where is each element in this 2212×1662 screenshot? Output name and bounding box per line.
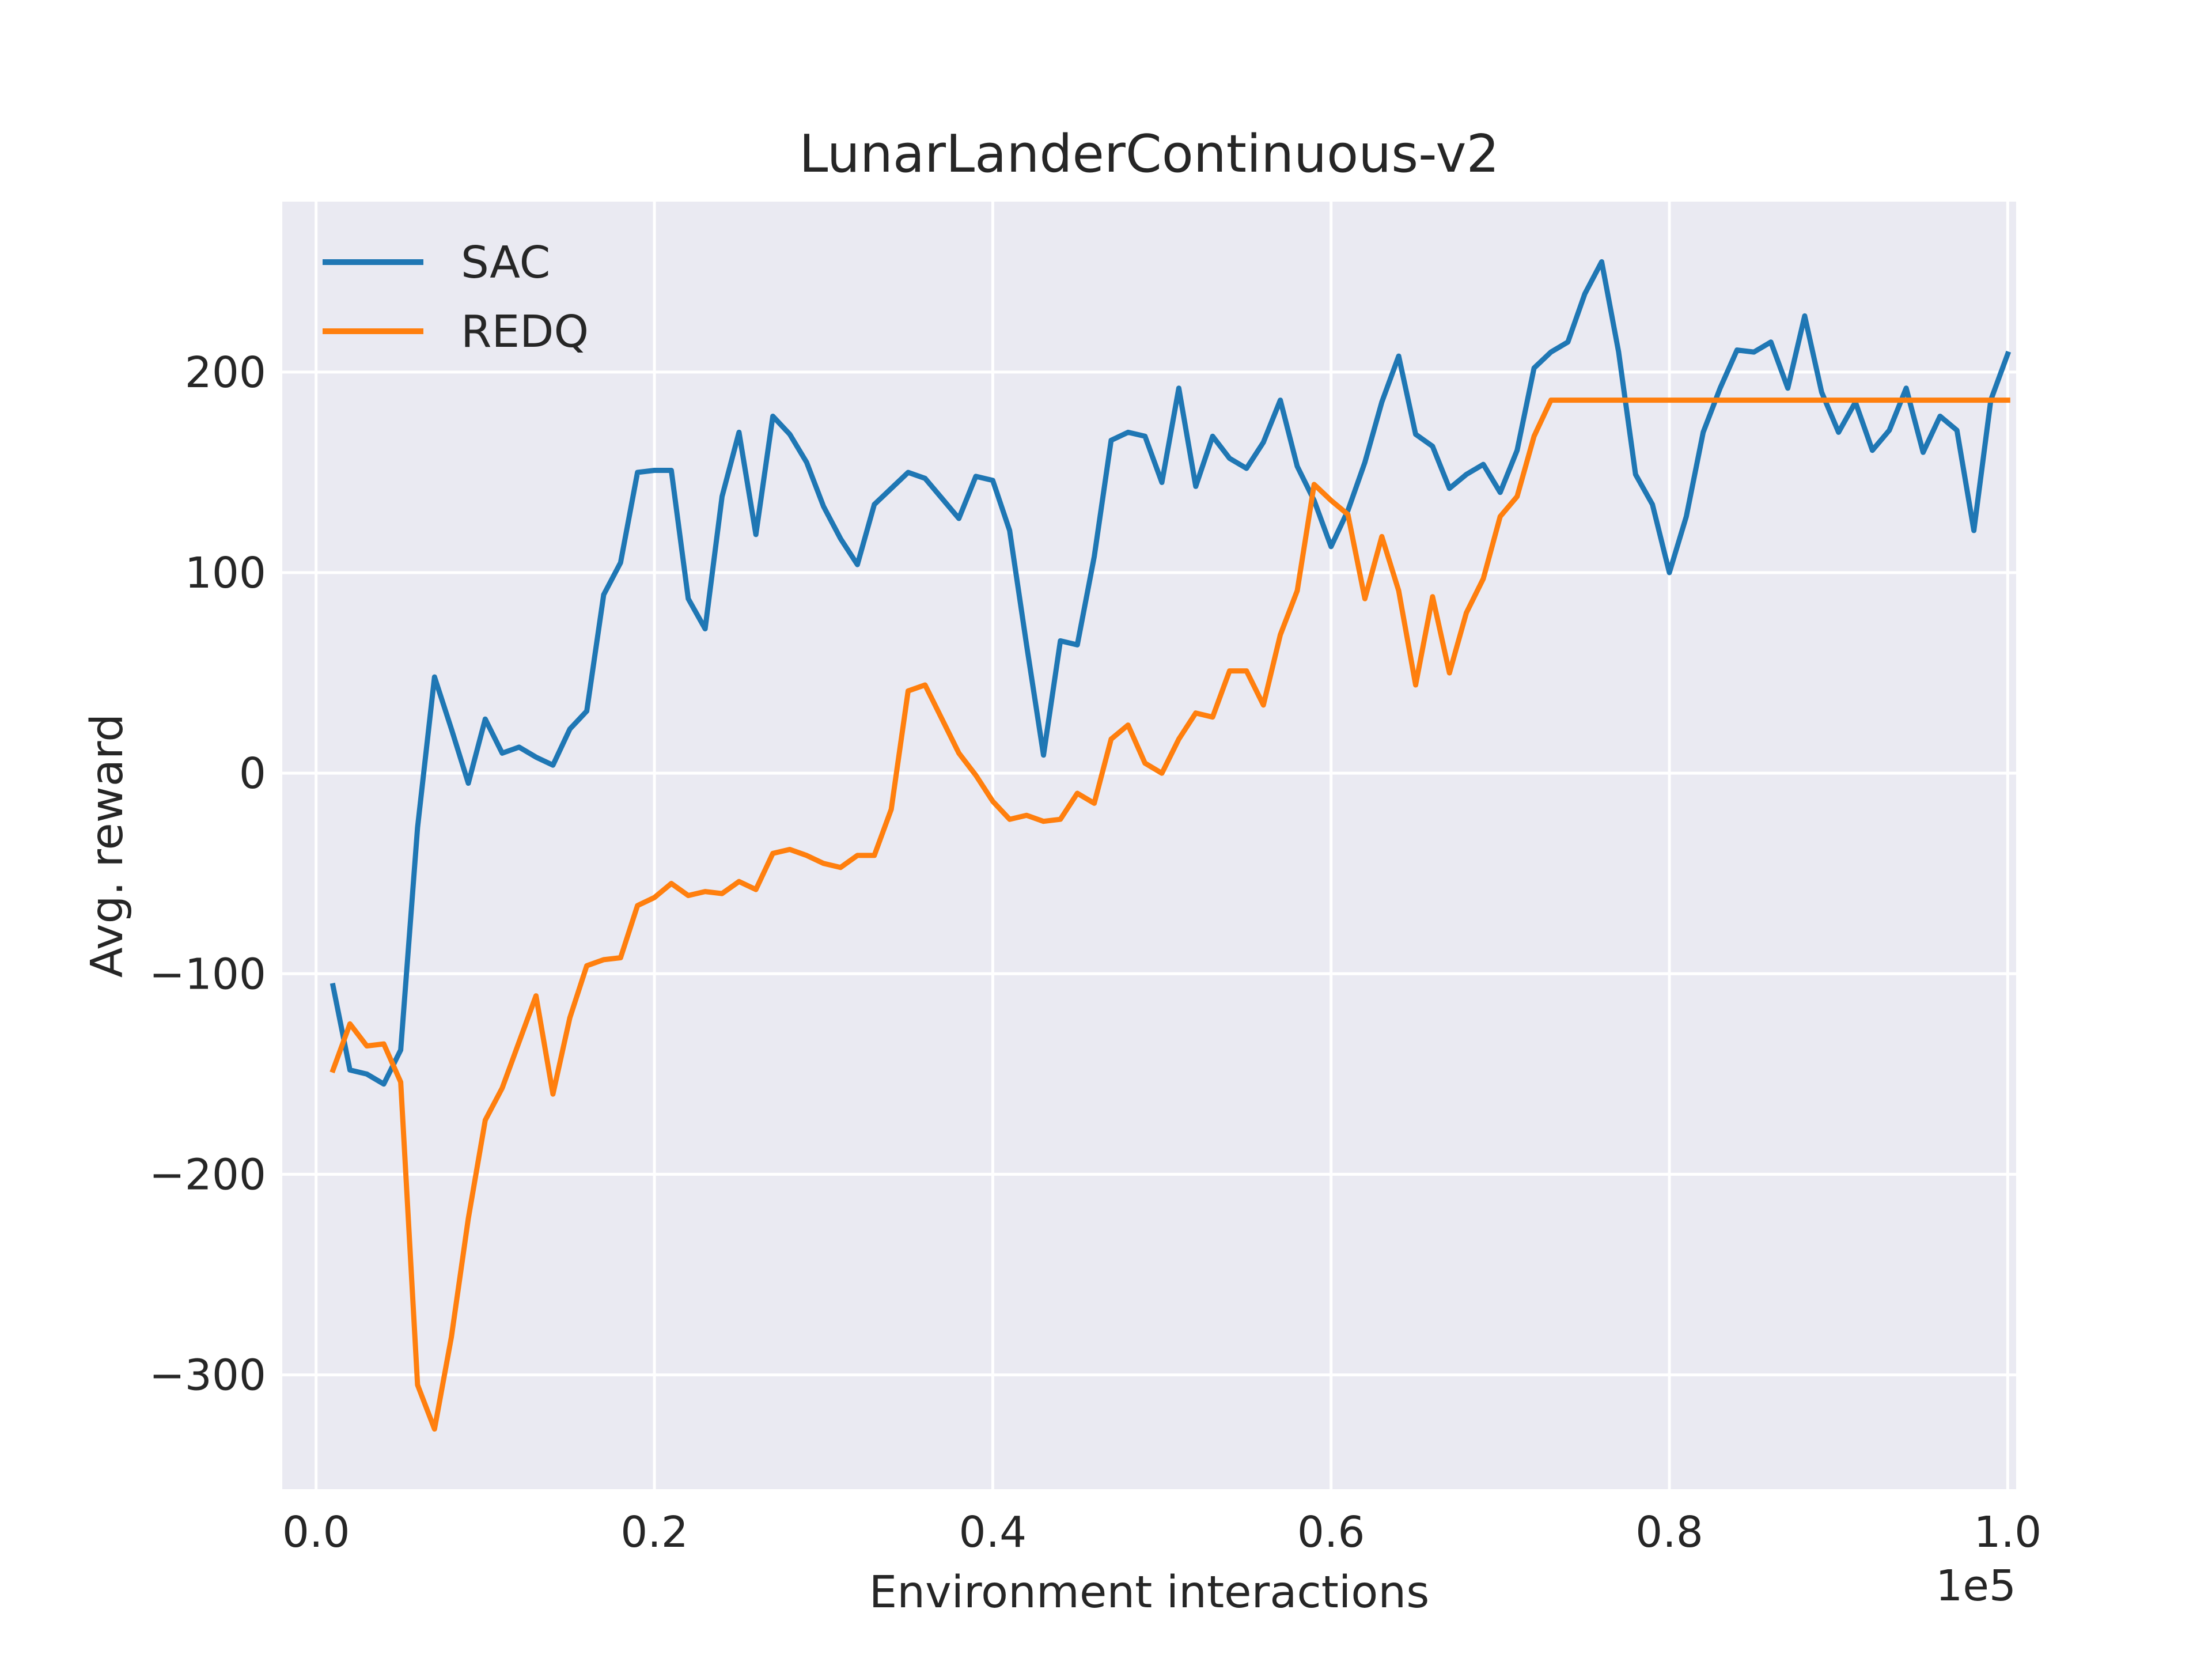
y-tick-label: 0 — [239, 749, 266, 798]
x-tick-label: 0.2 — [620, 1508, 688, 1557]
legend-label-sac: SAC — [461, 237, 550, 289]
x-axis-offset-label: 1e5 — [1936, 1561, 2016, 1611]
y-tick-label: −300 — [149, 1351, 266, 1400]
x-axis-ticks: 0.0 0.2 0.4 0.6 0.8 1.0 — [282, 1508, 2041, 1557]
y-tick-label: 200 — [185, 348, 266, 397]
x-axis-label: Environment interactions — [869, 1567, 1430, 1618]
grid-lines — [282, 202, 2016, 1489]
y-axis-label: Avg. reward — [82, 714, 133, 978]
x-tick-label: 0.8 — [1635, 1508, 1703, 1557]
y-tick-label: −100 — [149, 949, 266, 999]
series-line-sac — [329, 259, 2012, 1087]
x-tick-label: 0.4 — [959, 1508, 1027, 1557]
y-tick-label: 100 — [185, 548, 266, 598]
series-line-redq — [329, 397, 2010, 1432]
y-tick-label: −200 — [149, 1150, 266, 1199]
chart-title: LunarLanderContinuous-v2 — [799, 124, 1499, 184]
x-tick-label: 0.0 — [282, 1508, 350, 1557]
data-series — [329, 259, 2012, 1432]
legend-label-redq: REDQ — [461, 306, 589, 358]
plot-area-background — [282, 202, 2016, 1489]
y-axis-ticks: −300 −200 −100 0 100 200 — [149, 348, 266, 1400]
x-tick-label: 1.0 — [1974, 1508, 2041, 1557]
legend: SAC REDQ — [323, 237, 589, 358]
x-tick-label: 0.6 — [1297, 1508, 1365, 1557]
